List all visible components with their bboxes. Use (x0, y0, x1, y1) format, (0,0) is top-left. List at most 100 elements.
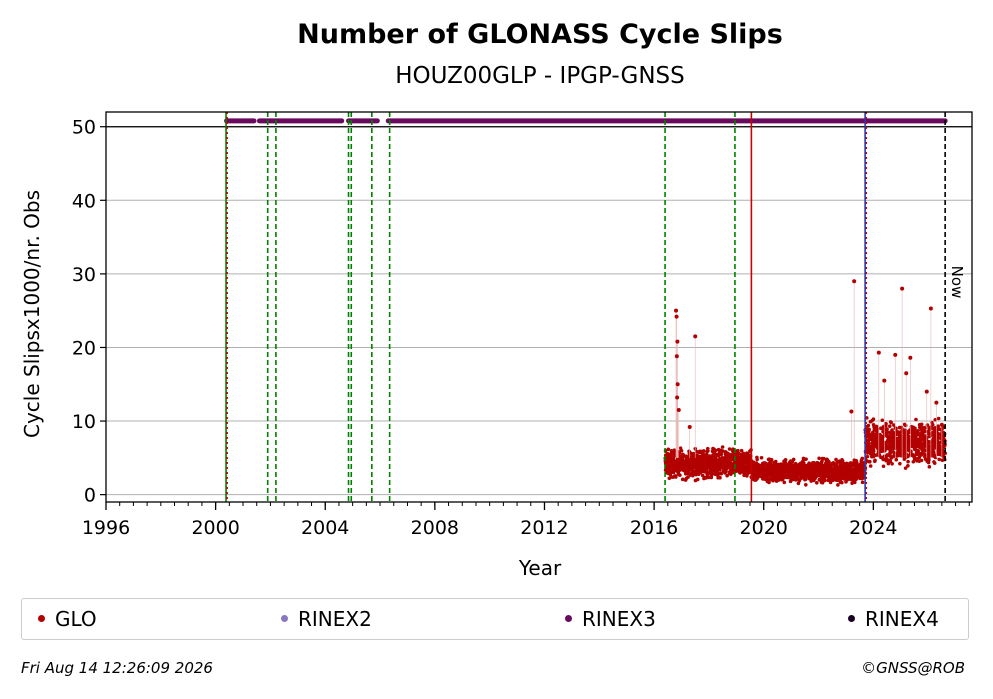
legend-marker-rinex2-icon (281, 615, 288, 622)
glo-point (700, 473, 705, 478)
glo-point (727, 447, 732, 451)
glo-point (773, 459, 778, 464)
glo-point (834, 457, 838, 462)
glo-point (769, 458, 774, 462)
glo-point (855, 460, 859, 465)
y-tick-label: 40 (72, 190, 96, 212)
glo-point (933, 455, 938, 460)
glo-point (906, 459, 910, 464)
glo-point (867, 427, 871, 432)
glo-point (804, 477, 808, 481)
x-tick-label: 2020 (740, 517, 788, 539)
glo-point (706, 449, 710, 453)
glo-point (840, 480, 844, 485)
glo-point (736, 448, 740, 453)
x-tick-label: 2012 (520, 517, 568, 539)
glo-point (943, 451, 948, 456)
glo-point (678, 473, 682, 477)
glo-point (932, 461, 937, 465)
glo-point (886, 461, 891, 466)
glo-point (913, 426, 917, 431)
glo-point (926, 431, 931, 436)
glo-point (676, 408, 681, 413)
glo-point (892, 423, 896, 427)
glo-point (674, 314, 679, 319)
glo-point (783, 457, 788, 462)
glo-point (916, 448, 920, 453)
glo-point (718, 475, 722, 480)
glo-point (868, 464, 873, 468)
glo-point (931, 448, 935, 452)
glo-point (720, 445, 725, 449)
glo-point (893, 352, 898, 357)
glo-point (890, 461, 894, 466)
copyright: ©GNSS@ROB (861, 659, 965, 677)
glo-point (680, 477, 685, 482)
glo-point (853, 480, 857, 485)
glo-point (755, 457, 759, 462)
x-axis-label: Year (518, 556, 562, 580)
glo-point (888, 459, 893, 464)
glo-point (686, 475, 690, 479)
glo-point (669, 470, 673, 475)
glo-point (814, 480, 819, 485)
glo-point (827, 460, 831, 464)
plot-frame (105, 111, 973, 503)
glo-point (927, 458, 931, 462)
glo-point (932, 450, 936, 455)
glo-point (936, 416, 941, 421)
glo-point (866, 441, 871, 445)
x-tick-label: 2016 (630, 517, 678, 539)
glo-point (802, 461, 806, 466)
glo-point (679, 448, 684, 453)
glo-point (852, 279, 857, 284)
glo-point (899, 425, 904, 430)
glo-point (737, 451, 741, 456)
legend-marker-glo-icon (38, 615, 45, 622)
glo-point (667, 476, 672, 481)
glo-point (838, 477, 843, 482)
glo-point (908, 355, 913, 360)
y-tick-label: 50 (72, 117, 96, 139)
glo-point (873, 458, 877, 463)
glo-point (836, 483, 840, 487)
glo-point (739, 448, 744, 453)
glo-point (875, 427, 879, 431)
glo-point (876, 350, 881, 355)
x-tick-label: 2004 (301, 517, 349, 539)
glo-point (894, 457, 899, 462)
glo-point (719, 452, 724, 457)
glo-point (782, 480, 787, 485)
glo-point (925, 423, 930, 427)
glo-point (666, 447, 671, 452)
glo-point (860, 456, 865, 461)
glo-point (720, 449, 725, 453)
glo-point (860, 480, 865, 485)
glo-point (889, 420, 893, 425)
timestamp: Fri Aug 14 12:26:09 2026 (21, 659, 213, 677)
glo-point (791, 457, 796, 462)
legend-item-rinex4: RINEX4 (848, 609, 939, 629)
y-tick-label: 10 (72, 411, 96, 433)
glo-point (887, 424, 892, 428)
glo-point (695, 477, 700, 482)
legend-item-glo: GLO (38, 609, 97, 629)
glo-point (939, 422, 944, 427)
glo-point (928, 306, 933, 311)
glo-point (867, 459, 872, 464)
glo-point (866, 423, 871, 428)
glo-point (906, 464, 910, 468)
glo-point (937, 457, 942, 462)
x-tick-label: 2024 (849, 517, 897, 539)
legend-item-rinex2: RINEX2 (281, 609, 372, 629)
glo-point (674, 354, 679, 359)
glo-point (804, 457, 808, 461)
glo-point (701, 449, 706, 453)
legend-label: RINEX2 (298, 607, 372, 631)
glo-point (934, 400, 939, 405)
glo-point (900, 286, 905, 291)
glo-point (828, 480, 833, 485)
glo-point (890, 428, 894, 432)
glo-point (693, 334, 698, 339)
legend-marker-rinex4-icon (848, 615, 855, 622)
